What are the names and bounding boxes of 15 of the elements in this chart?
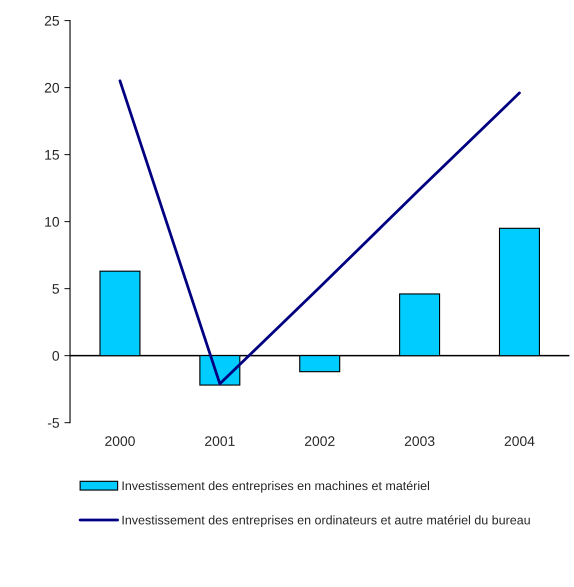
- x-tick-label: 2003: [404, 436, 434, 446]
- y-tick-label: 25: [44, 16, 60, 26]
- y-tick-label: 20: [44, 82, 60, 93]
- y-tick-label: 5: [52, 284, 60, 294]
- line-series: [118, 79, 521, 386]
- x-tick-label: 2002: [304, 436, 334, 446]
- x-tick-label: 2004: [504, 436, 535, 446]
- legend-label: Investissement des entreprises en ordinateurs et autre matériel du bureau: [122, 515, 530, 527]
- y-tick-label: 0: [52, 350, 60, 361]
- x-tick-label: 2000: [105, 436, 135, 446]
- legend-label: Investissement des entreprises en machines et matériel: [122, 480, 430, 493]
- y-tick-label: 15: [45, 150, 60, 160]
- y-tick-label: 10: [45, 216, 60, 227]
- y-tick-label: -5: [48, 418, 60, 428]
- x-tick-label: 2001: [205, 436, 235, 446]
